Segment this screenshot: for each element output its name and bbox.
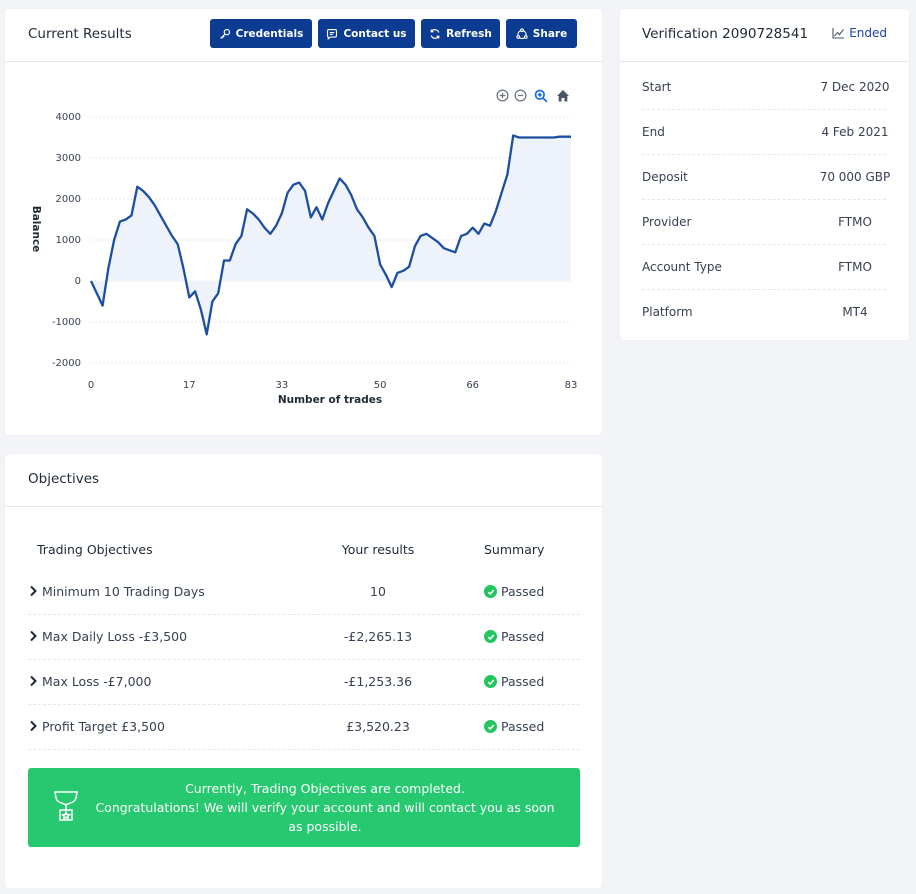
summary-label: Passed: [501, 629, 545, 644]
line-chart-icon: [832, 28, 845, 39]
x-tick-label: 17: [183, 380, 196, 391]
check-circle-icon: [484, 675, 497, 688]
balance-area: [91, 135, 571, 335]
column-header-objectives: Trading Objectives: [37, 542, 153, 557]
status-badge: Ended: [832, 26, 887, 40]
objective-result: £3,520.23: [346, 719, 410, 734]
objectives-header: Objectives: [5, 454, 602, 507]
objective-row[interactable]: Minimum 10 Trading Days 10 Passed: [28, 570, 580, 615]
success-line-2: Congratulations! We will verify your acc…: [95, 800, 555, 834]
zoom-in-icon[interactable]: [495, 88, 510, 103]
info-value: FTMO: [838, 215, 872, 229]
column-header-results: Your results: [341, 542, 415, 557]
info-value: FTMO: [838, 260, 872, 274]
y-tick-label: -1000: [52, 317, 81, 328]
refresh-button[interactable]: Refresh: [421, 19, 500, 48]
key-icon: [219, 28, 230, 39]
x-tick-label: 33: [275, 380, 288, 391]
credentials-label: Credentials: [235, 27, 304, 40]
y-tick-label: 2000: [56, 194, 81, 205]
summary-label: Passed: [501, 719, 545, 734]
objective-result: -£2,265.13: [343, 629, 413, 644]
y-tick-label: 1000: [56, 235, 81, 246]
info-label: Deposit: [642, 170, 688, 184]
y-tick-label: -2000: [52, 358, 81, 369]
info-label: Provider: [642, 215, 692, 229]
info-label: End: [642, 125, 665, 139]
x-tick-label: 83: [565, 380, 578, 391]
info-row: Deposit 70 000 GBP: [642, 155, 890, 200]
check-circle-icon: [484, 720, 497, 733]
info-value: 4 Feb 2021: [821, 125, 889, 139]
current-results-card: Current Results Credentials Contact us R…: [5, 9, 602, 435]
objective-summary: Passed: [484, 629, 544, 644]
chat-icon: [327, 28, 338, 40]
objective-result: -£1,253.36: [343, 674, 413, 689]
share-icon: [516, 27, 528, 39]
trophy-icon: [54, 791, 78, 821]
refresh-icon: [430, 28, 440, 39]
y-tick-label: 0: [75, 276, 81, 287]
x-axis-title: Number of trades: [278, 394, 382, 406]
verification-title: Verification 2090728541: [642, 26, 809, 42]
info-row: Account Type FTMO: [642, 245, 886, 290]
verification-card: Verification 2090728541 Ended Start 7 Dec…: [620, 9, 909, 340]
info-value: 7 Dec 2020: [820, 80, 890, 94]
share-button[interactable]: Share: [506, 19, 577, 48]
contact-label: Contact us: [343, 27, 407, 40]
contact-button[interactable]: Contact us: [318, 19, 415, 48]
y-tick-label: 4000: [56, 112, 81, 123]
y-axis-title: Balance: [30, 206, 42, 253]
share-label: Share: [532, 27, 568, 40]
chevron-right-icon[interactable]: [28, 630, 38, 642]
x-tick-label: 50: [374, 380, 387, 391]
x-tick-label: 0: [88, 380, 94, 391]
credentials-button[interactable]: Credentials: [210, 19, 312, 48]
info-row: Start 7 Dec 2020: [642, 65, 890, 110]
chevron-right-icon[interactable]: [28, 585, 38, 597]
chevron-right-icon[interactable]: [28, 720, 38, 732]
objective-summary: Passed: [484, 719, 544, 734]
success-line-1: Currently, Trading Objectives are comple…: [185, 781, 465, 796]
info-label: Account Type: [642, 260, 722, 274]
info-label: Start: [642, 80, 672, 94]
objective-name: Minimum 10 Trading Days: [42, 584, 205, 599]
check-circle-icon: [484, 585, 497, 598]
success-banner: Currently, Trading Objectives are comple…: [28, 768, 580, 847]
column-header-summary: Summary: [484, 542, 545, 557]
refresh-label: Refresh: [446, 27, 492, 40]
zoom-selection-icon[interactable]: [533, 88, 548, 103]
objective-summary: Passed: [484, 584, 544, 599]
y-tick-label: 3000: [56, 153, 81, 164]
objective-name: Max Daily Loss -£3,500: [42, 629, 188, 644]
info-row: End 4 Feb 2021: [642, 110, 889, 155]
info-label: Platform: [642, 305, 693, 319]
results-title: Current Results: [28, 26, 132, 42]
objective-name: Profit Target £3,500: [42, 719, 165, 734]
info-row: Provider FTMO: [642, 200, 886, 245]
info-value: 70 000 GBP: [819, 170, 891, 184]
info-row: Platform MT4: [642, 290, 886, 335]
objective-row[interactable]: Profit Target £3,500 £3,520.23 Passed: [28, 705, 580, 750]
objective-row[interactable]: Max Loss -£7,000 -£1,253.36 Passed: [28, 660, 580, 705]
objective-result: 10: [370, 584, 386, 599]
results-header: Current Results Credentials Contact us R…: [5, 9, 602, 62]
objectives-card: Objectives Trading Objectives Your resul…: [5, 454, 602, 888]
verification-header: Verification 2090728541 Ended: [620, 9, 909, 62]
objectives-title: Objectives: [28, 471, 100, 487]
objective-summary: Passed: [484, 674, 544, 689]
objective-name: Max Loss -£7,000: [42, 674, 152, 689]
x-tick-label: 66: [466, 380, 479, 391]
summary-label: Passed: [501, 674, 545, 689]
home-reset-icon[interactable]: [555, 88, 570, 103]
status-label: Ended: [849, 26, 887, 40]
zoom-out-icon[interactable]: [513, 88, 528, 103]
info-value: MT4: [842, 305, 868, 319]
objective-row[interactable]: Max Daily Loss -£3,500 -£2,265.13 Passed: [28, 615, 580, 660]
balance-line: [89, 134, 571, 336]
summary-label: Passed: [501, 584, 545, 599]
check-circle-icon: [484, 630, 497, 643]
chevron-right-icon[interactable]: [28, 675, 38, 687]
